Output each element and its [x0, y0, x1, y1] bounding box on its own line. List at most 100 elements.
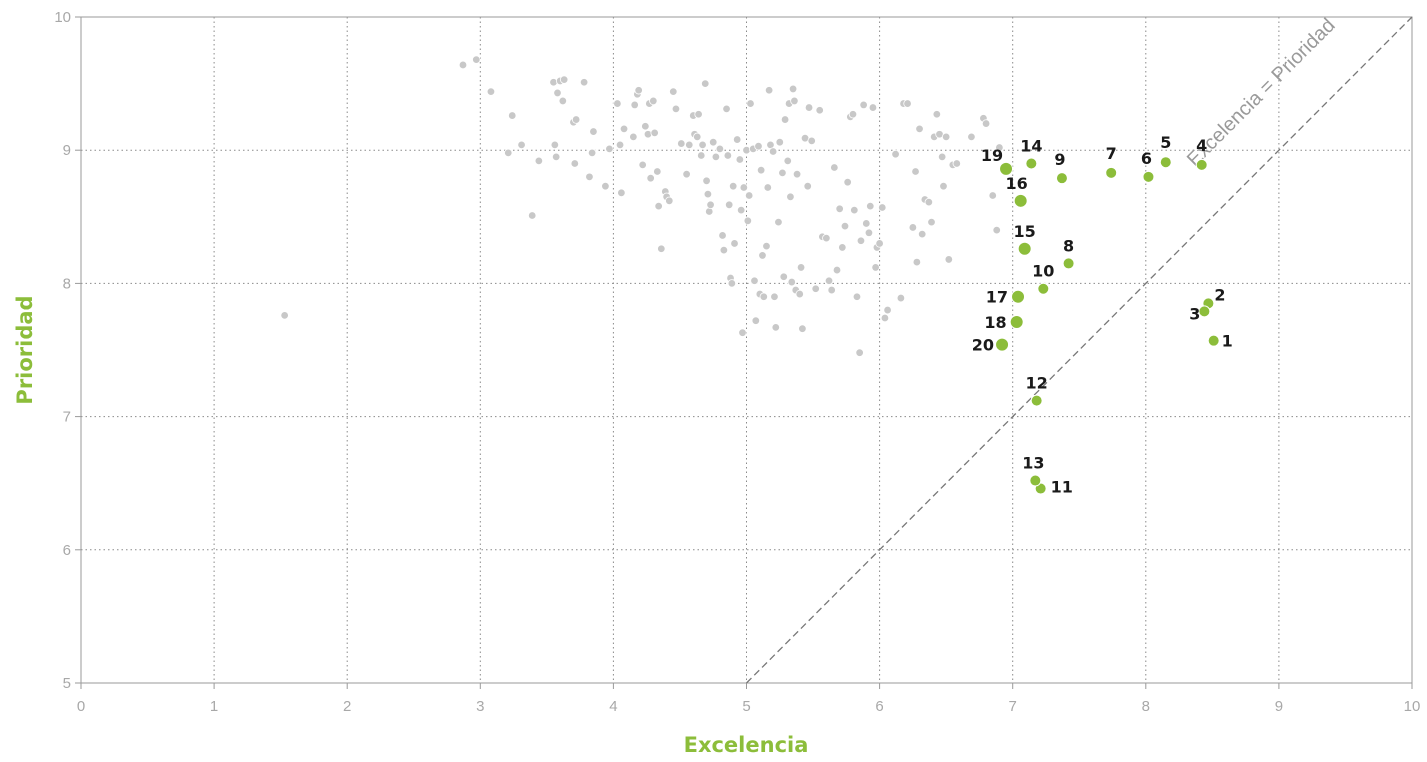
gridlines [81, 17, 1412, 683]
point-label-20: 20 [972, 336, 994, 355]
background-point-134 [855, 348, 864, 357]
background-point-79 [742, 145, 751, 155]
background-point-124 [830, 163, 839, 172]
background-point-155 [917, 229, 927, 239]
background-point-46 [669, 87, 678, 96]
background-point-127 [838, 243, 847, 252]
background-point-11 [551, 152, 561, 162]
background-point-115 [803, 181, 812, 191]
highlighted-point-3 [1198, 305, 1211, 318]
background-point-9 [549, 78, 558, 87]
background-point-162 [937, 152, 947, 162]
background-point-141 [871, 263, 880, 272]
highlighted-point-20 [995, 337, 1010, 352]
x-tick-label-2: 2 [343, 698, 351, 715]
background-point-84 [750, 276, 759, 285]
highlighted-point-14 [1025, 157, 1038, 170]
background-point-45 [665, 196, 674, 206]
background-point-173 [995, 143, 1004, 152]
background-point-20 [585, 172, 594, 182]
x-tick-label-5: 5 [742, 698, 750, 715]
background-point-58 [702, 176, 711, 186]
y-tick-label-8: 8 [63, 275, 71, 292]
point-label-2: 2 [1214, 285, 1225, 304]
point-label-12: 12 [1026, 374, 1048, 393]
background-point-57 [701, 79, 710, 88]
background-point-85 [751, 316, 761, 325]
background-point-28 [619, 124, 629, 134]
highlighted-point-4 [1195, 158, 1208, 171]
background-point-91 [762, 241, 771, 251]
background-point-76 [736, 205, 746, 215]
background-point-49 [682, 169, 691, 179]
highlighted-point-16 [1013, 193, 1028, 208]
background-point-38 [649, 96, 658, 106]
background-point-32 [634, 86, 643, 95]
background-point-12 [553, 88, 562, 98]
background-point-147 [891, 149, 900, 159]
background-point-25 [613, 99, 622, 108]
background-point-103 [783, 156, 792, 166]
background-point-150 [903, 99, 912, 108]
background-point-146 [883, 305, 892, 315]
point-label-4: 4 [1196, 136, 1207, 155]
background-point-72 [728, 181, 738, 191]
highlighted-point-7 [1105, 166, 1118, 179]
x-tick-label-4: 4 [609, 698, 617, 715]
highlighted-points [995, 156, 1220, 495]
background-point-89 [758, 251, 767, 260]
background-point-112 [796, 263, 806, 272]
y-tick-label-10: 10 [54, 9, 71, 26]
point-label-1: 1 [1222, 332, 1233, 351]
reference-line: Excelencia = Prioridad [746, 14, 1413, 684]
background-point-116 [804, 103, 814, 112]
background-point-152 [911, 167, 920, 176]
background-point-60 [705, 207, 714, 216]
background-point-138 [864, 228, 874, 237]
background-point-97 [771, 323, 780, 332]
background-point-5 [504, 148, 513, 158]
background-point-67 [722, 104, 731, 114]
background-point-93 [764, 86, 774, 95]
point-label-10: 10 [1032, 262, 1054, 281]
background-point-111 [795, 289, 804, 299]
highlighted-point-18 [1009, 315, 1024, 330]
highlighted-point-6 [1142, 170, 1155, 183]
background-point-125 [832, 265, 842, 275]
background-point-35 [643, 130, 653, 139]
background-point-29 [629, 132, 638, 142]
background-point-2 [472, 55, 481, 64]
background-points [280, 55, 1004, 357]
background-point-145 [880, 313, 890, 323]
highlighted-point-1 [1207, 334, 1220, 347]
background-point-154 [915, 124, 924, 134]
highlighted-point-12 [1030, 394, 1043, 407]
background-point-153 [912, 257, 922, 267]
background-point-148 [896, 293, 906, 303]
background-point-136 [859, 100, 868, 110]
background-point-144 [878, 203, 887, 212]
background-point-75 [735, 155, 745, 164]
background-point-61 [706, 200, 715, 210]
background-point-98 [774, 217, 783, 227]
background-point-59 [703, 189, 713, 199]
point-label-15: 15 [1014, 222, 1036, 241]
background-point-82 [746, 99, 755, 108]
background-point-33 [638, 160, 647, 170]
background-point-30 [630, 100, 639, 110]
background-point-69 [724, 200, 734, 210]
background-point-73 [730, 239, 739, 248]
x-tick-label-9: 9 [1275, 698, 1283, 715]
highlighted-point-10 [1037, 282, 1050, 295]
x-tick-label-3: 3 [476, 698, 484, 715]
point-label-9: 9 [1054, 150, 1065, 169]
background-point-92 [763, 183, 772, 192]
background-point-117 [807, 136, 816, 146]
background-point-18 [570, 159, 580, 168]
background-point-90 [759, 292, 769, 301]
point-label-14: 14 [1020, 137, 1042, 156]
background-point-171 [988, 191, 997, 200]
background-point-151 [908, 223, 918, 232]
background-point-68 [723, 151, 733, 160]
point-label-11: 11 [1051, 478, 1073, 497]
